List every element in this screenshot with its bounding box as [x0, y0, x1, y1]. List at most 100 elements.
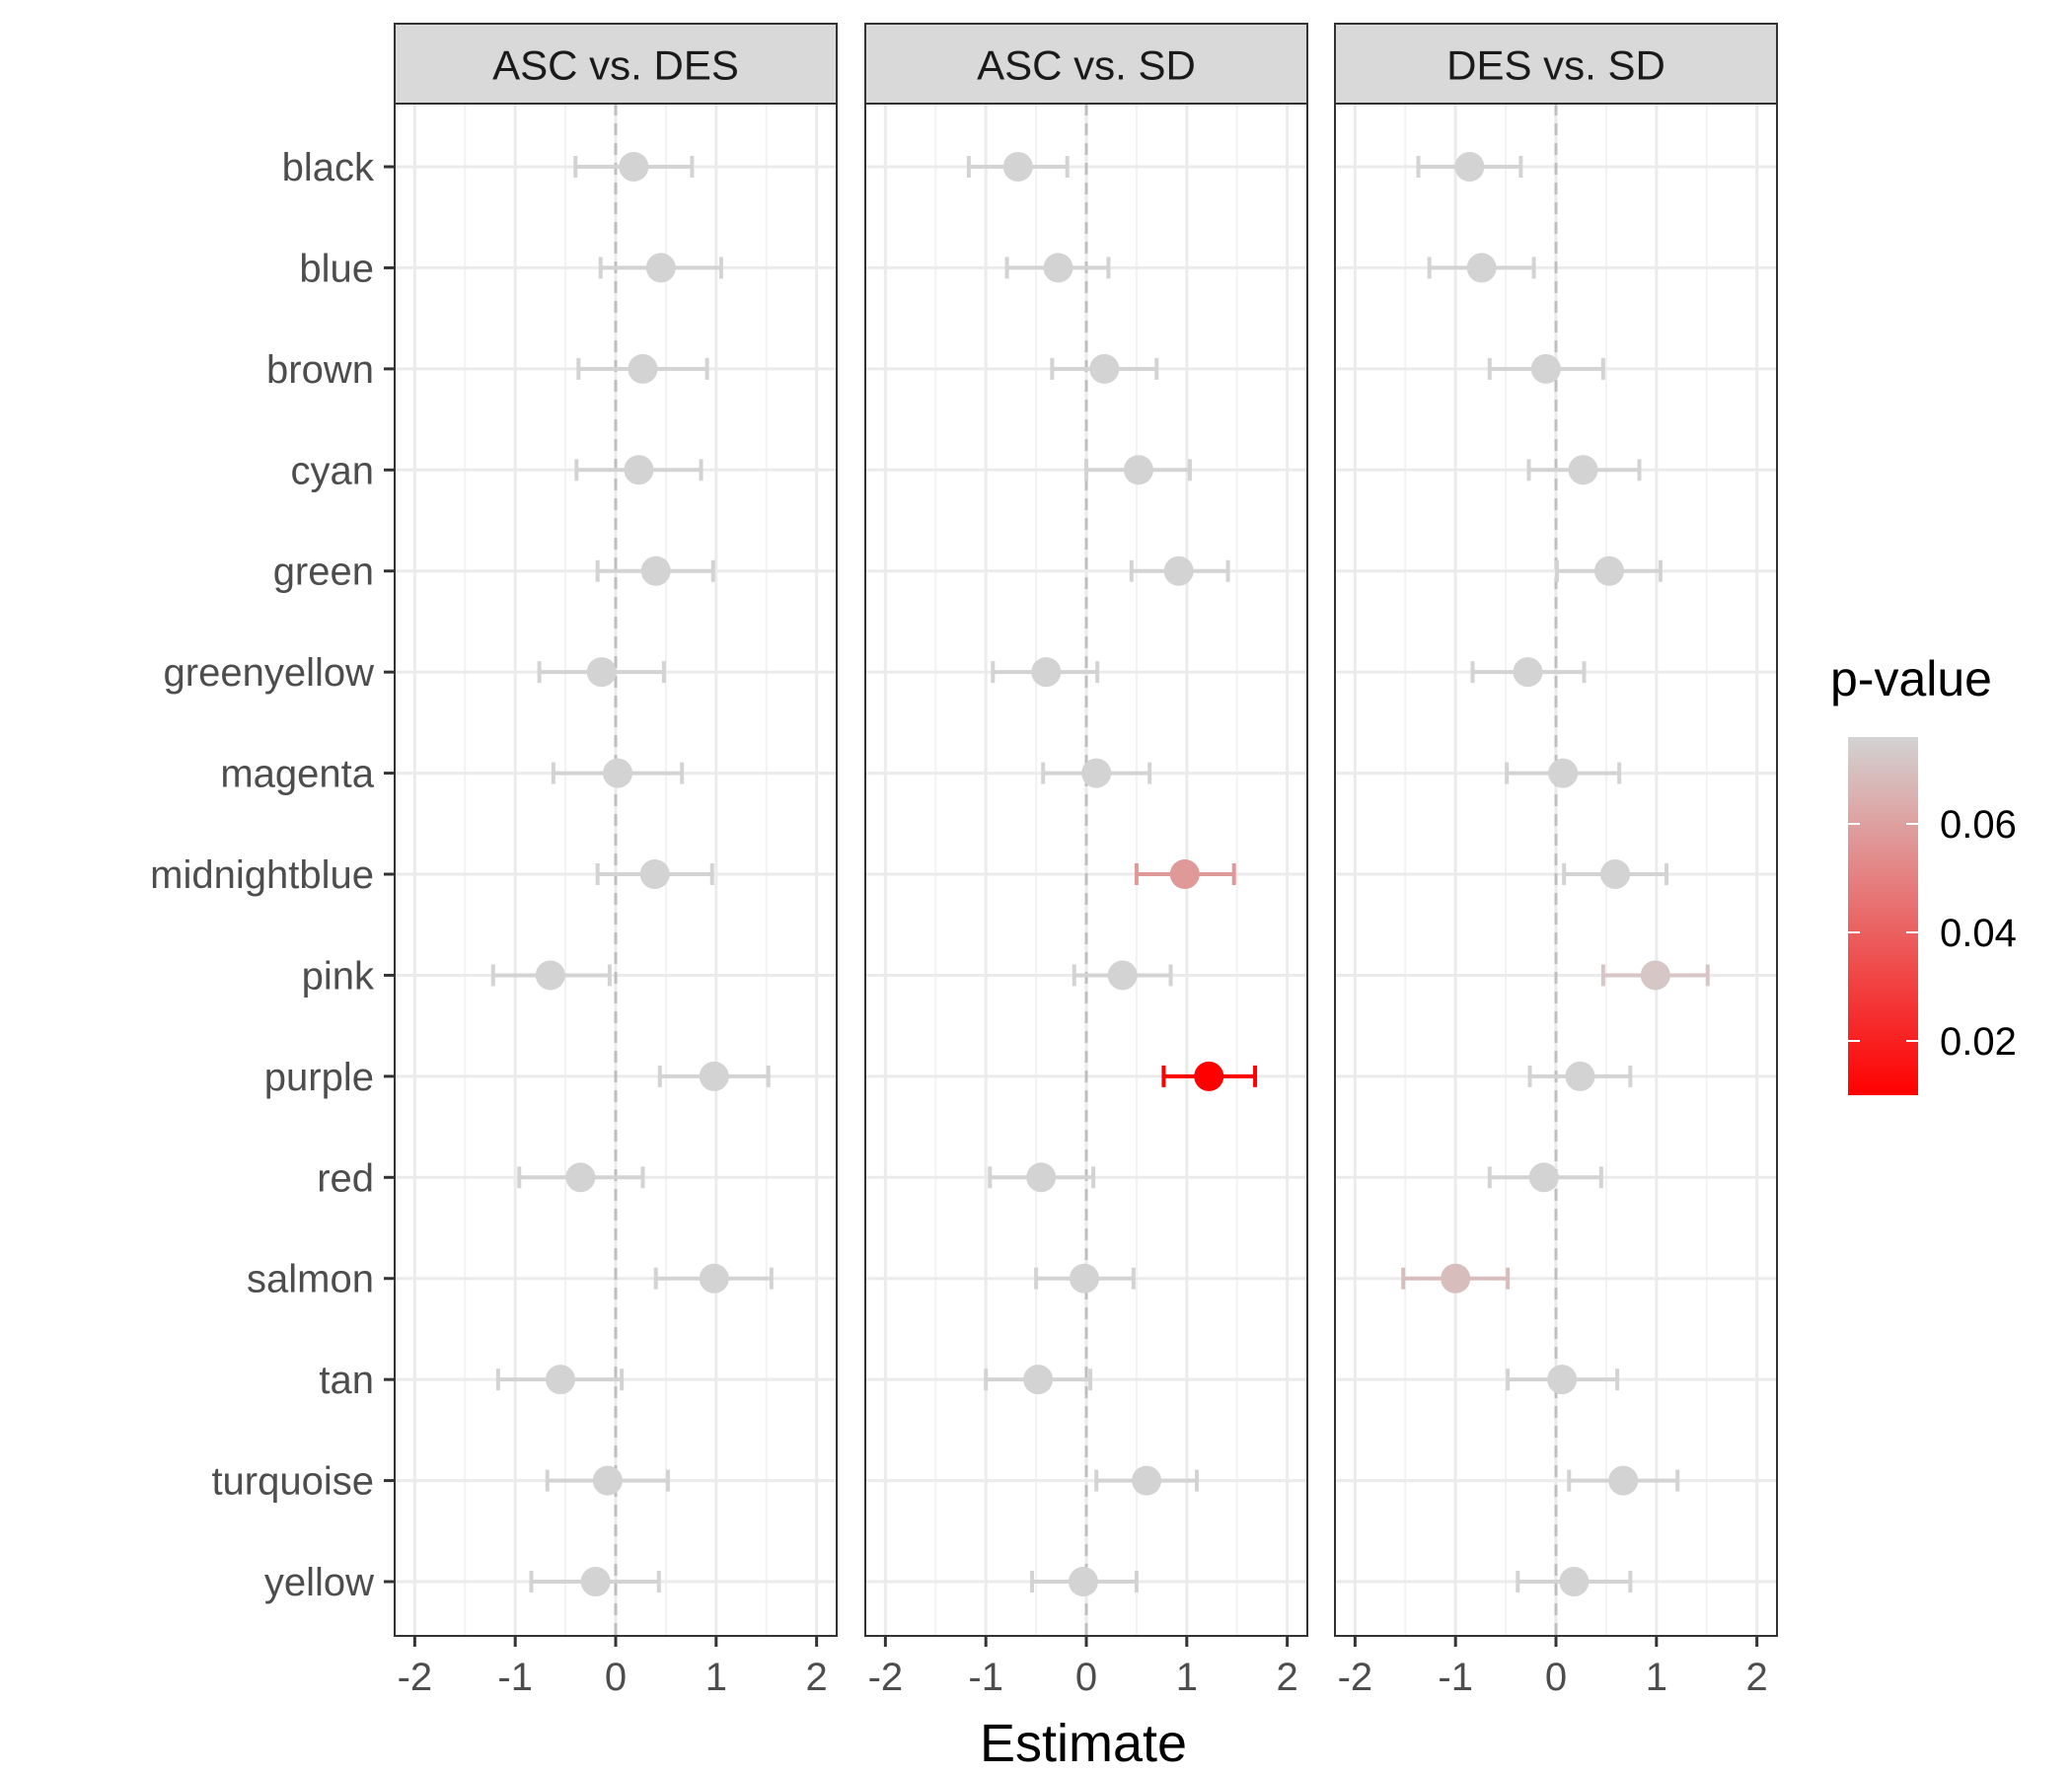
estimate-point: [1565, 1061, 1595, 1091]
estimate-point-group: [1034, 1263, 1136, 1294]
estimate-point-group: [1416, 152, 1523, 182]
facet-title: ASC vs. DES: [492, 42, 739, 89]
estimate-point: [1107, 960, 1138, 991]
estimate-point-group: [1527, 1061, 1633, 1091]
category-label: tan: [319, 1359, 374, 1402]
category-label: yellow: [264, 1561, 374, 1604]
x-tick-label: -1: [968, 1656, 1003, 1699]
category-label: magenta: [220, 753, 374, 796]
category-label: green: [273, 551, 374, 594]
estimate-point: [1194, 1061, 1224, 1091]
estimate-point: [1163, 555, 1194, 586]
estimate-point: [1600, 859, 1631, 890]
x-tick-label: -1: [497, 1656, 533, 1699]
x-tick-label: 1: [705, 1656, 727, 1699]
facet-strip: [864, 23, 1308, 105]
estimate-point-group: [1129, 555, 1230, 586]
estimate-point-group: [1600, 960, 1710, 991]
estimate-point-group: [545, 1465, 670, 1496]
estimate-point-group: [1487, 1162, 1603, 1193]
estimate-point: [565, 1162, 596, 1193]
estimate-point: [592, 1465, 623, 1496]
category-label: turquoise: [211, 1460, 374, 1504]
legend-title: p-value: [1830, 651, 1992, 706]
estimate-point-group: [573, 152, 695, 182]
facet-title: ASC vs. SD: [977, 42, 1196, 89]
category-label: black: [282, 146, 375, 189]
x-tick-label: 2: [1746, 1656, 1768, 1699]
estimate-point: [1002, 152, 1033, 182]
facet-panel: DES vs. SD: [1334, 23, 1778, 1637]
facet-panel: ASC vs. SD: [864, 23, 1308, 1637]
estimate-point: [1530, 353, 1561, 384]
estimate-point: [1548, 758, 1579, 788]
legend-tick-label: 0.04: [1940, 912, 2017, 955]
estimate-point: [1454, 152, 1485, 182]
estimate-point: [1513, 657, 1543, 688]
x-tick-label: 2: [1277, 1656, 1298, 1699]
legend-colorbar: [1848, 737, 1918, 1095]
estimate-point-group: [984, 1365, 1093, 1395]
estimate-point-group: [657, 1061, 771, 1091]
estimate-point-group: [1505, 758, 1622, 788]
estimate-point-group: [1567, 1465, 1680, 1496]
estimate-point: [1089, 353, 1120, 384]
estimate-point: [645, 253, 676, 283]
estimate-point-group: [1004, 253, 1111, 283]
estimate-point: [1031, 657, 1062, 688]
category-axis: black blue brown cyan green greenyellow magent…: [150, 146, 395, 1604]
estimate-point: [1026, 1162, 1057, 1193]
estimate-point-group: [490, 960, 612, 991]
x-tick-label: -2: [868, 1656, 904, 1699]
estimate-point: [639, 859, 670, 890]
estimate-point-group: [1041, 758, 1152, 788]
estimate-point: [1547, 1365, 1578, 1395]
estimate-point: [586, 657, 617, 688]
estimate-point-group: [1134, 859, 1236, 890]
x-axis-title: Estimate: [980, 1714, 1187, 1773]
estimate-point: [1081, 758, 1112, 788]
category-label: pink: [302, 954, 375, 998]
estimate-point-group: [1094, 1465, 1199, 1496]
p-value-legend: p-value 0.02 0.04 0.06: [1830, 651, 2017, 1095]
estimate-point-group: [1516, 1567, 1633, 1597]
estimate-point-group: [1526, 455, 1642, 485]
estimate-point: [1123, 455, 1153, 485]
estimate-point: [699, 1263, 729, 1294]
estimate-point: [699, 1061, 729, 1091]
estimate-point-group: [1161, 1061, 1258, 1091]
estimate-point: [1608, 1465, 1639, 1496]
x-tick-label: 1: [1646, 1656, 1667, 1699]
facet-panel: ASC vs. DES: [394, 23, 838, 1637]
estimate-point: [1023, 1365, 1054, 1395]
estimate-point-group: [1470, 657, 1587, 688]
legend-tick-label: 0.02: [1940, 1020, 2017, 1064]
category-label: blue: [299, 247, 374, 290]
estimate-point-group: [1030, 1567, 1139, 1597]
estimate-point-group: [598, 253, 723, 283]
estimate-point-group: [517, 1162, 645, 1193]
estimate-point: [1132, 1465, 1162, 1496]
estimate-point-group: [1072, 960, 1173, 991]
estimate-point: [546, 1365, 575, 1395]
estimate-point: [640, 555, 671, 586]
estimate-point: [1568, 455, 1598, 485]
x-tick-label: 2: [806, 1656, 828, 1699]
estimate-point-group: [991, 657, 1100, 688]
estimate-point: [1068, 1567, 1098, 1597]
estimate-point: [1466, 253, 1497, 283]
facet-title: DES vs. SD: [1446, 42, 1665, 89]
estimate-point: [1043, 253, 1073, 283]
facet-strip: [1334, 23, 1778, 105]
estimate-point-group: [1401, 1263, 1511, 1294]
estimate-point: [603, 758, 633, 788]
legend-tick-label: 0.06: [1940, 803, 2017, 847]
estimate-point: [1069, 1263, 1099, 1294]
x-tick-label: -2: [398, 1656, 433, 1699]
estimate-point-group: [595, 859, 714, 890]
estimate-point: [580, 1567, 611, 1597]
estimate-point-group: [966, 152, 1070, 182]
estimate-point-group: [1050, 353, 1159, 384]
estimate-point: [1640, 960, 1670, 991]
